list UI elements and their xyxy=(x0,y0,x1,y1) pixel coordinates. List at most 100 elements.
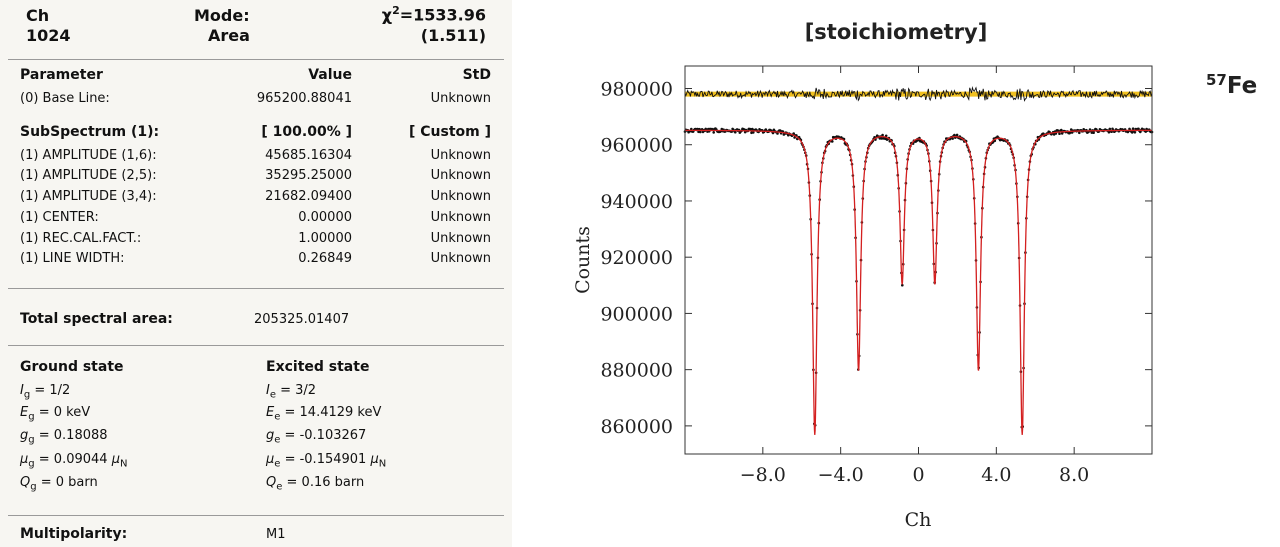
chi-reduced: (1.511) xyxy=(420,26,486,45)
symbol: μ xyxy=(266,452,275,467)
param-std: Unknown xyxy=(430,210,491,225)
ground-quadrupole: Qg = 0 barn xyxy=(20,475,98,493)
unit: μ xyxy=(111,452,120,467)
unit-subscript: N xyxy=(119,458,128,470)
value: = 14.4129 keV xyxy=(280,405,382,420)
fit-line xyxy=(685,129,1152,435)
baseline-name: (0) Base Line: xyxy=(20,91,110,106)
param-name: (1) LINE WIDTH: xyxy=(20,251,125,266)
subscript: g xyxy=(30,481,37,493)
ch-label: Ch xyxy=(26,6,50,25)
y-tick-label: 920000 xyxy=(600,247,673,269)
y-tick-label: 980000 xyxy=(600,78,673,100)
y-tick-label: 880000 xyxy=(600,360,673,382)
param-std: Unknown xyxy=(430,251,491,266)
param-name: (1) AMPLITUDE (3,4): xyxy=(20,189,157,204)
unit: μ xyxy=(370,452,379,467)
col-parameter: Parameter xyxy=(20,67,103,83)
x-axis-label: Ch xyxy=(905,509,932,531)
mossbauer-spectrum-chart: [stoichiometry] 980000 960000 940000 920000… xyxy=(572,20,1257,531)
symbol: μ xyxy=(20,452,29,467)
isotope-mass: 57 xyxy=(1206,71,1227,89)
plot-area xyxy=(683,86,1154,435)
data-points xyxy=(683,127,1154,429)
data-line xyxy=(684,127,1153,428)
x-tick-label: −8.0 xyxy=(740,464,786,486)
subscript: e xyxy=(274,458,281,470)
symbol: E xyxy=(266,405,275,420)
x-tick-label: 0 xyxy=(912,464,924,486)
param-value: 0.00000 xyxy=(298,210,352,225)
col-std: StD xyxy=(462,67,491,83)
excited-energy: Ee = 14.4129 keV xyxy=(266,405,381,423)
subscript: g xyxy=(28,458,35,470)
chi-square: χ2=1533.96 xyxy=(382,4,486,24)
param-std: Unknown xyxy=(430,148,491,163)
param-name: (1) AMPLITUDE (1,6): xyxy=(20,148,157,163)
value: = 0.16 barn xyxy=(282,475,365,490)
value: = 3/2 xyxy=(276,383,317,398)
value: = 0.18088 xyxy=(34,428,108,443)
y-axis-label: Counts xyxy=(572,226,594,294)
ground-spin: Ig = 1/2 xyxy=(20,383,70,401)
excited-state-title: Excited state xyxy=(266,359,370,375)
chi-power: 2 xyxy=(392,4,400,17)
total-area-value: 205325.01407 xyxy=(254,312,350,327)
parameters-panel: Ch 1024 Mode: Area χ2=1533.96 (1.511) Pa… xyxy=(0,0,512,547)
residual-line xyxy=(684,86,1153,102)
param-value: 0.26849 xyxy=(298,251,352,266)
param-name: (1) CENTER: xyxy=(20,210,99,225)
multipolarity-value: M1 xyxy=(266,527,286,542)
param-name: (1) AMPLITUDE (2,5): xyxy=(20,168,157,183)
y-tick-label: 940000 xyxy=(600,191,673,213)
excited-moment: μe = -0.154901 μN xyxy=(266,452,386,470)
x-tick-label: 4.0 xyxy=(981,464,1011,486)
divider xyxy=(8,59,504,60)
subscript: g xyxy=(28,434,35,446)
total-area-label: Total spectral area: xyxy=(20,311,173,327)
param-std: Unknown xyxy=(430,189,491,204)
ch-value: 1024 xyxy=(26,26,71,45)
symbol: I xyxy=(266,383,270,398)
y-tick-label: 900000 xyxy=(600,303,673,325)
mode-value: Area xyxy=(208,26,250,45)
symbol: g xyxy=(20,428,29,443)
ground-gfactor: gg = 0.18088 xyxy=(20,428,108,446)
param-value: 1.00000 xyxy=(298,231,352,246)
subscript: e xyxy=(274,411,281,423)
ground-moment: μg = 0.09044 μN xyxy=(20,452,127,470)
value: = -0.154901 xyxy=(280,452,371,467)
subscript: g xyxy=(28,411,35,423)
param-name: (1) REC.CAL.FACT.: xyxy=(20,231,142,246)
x-tick-label: −4.0 xyxy=(818,464,864,486)
x-tick-label: 8.0 xyxy=(1059,464,1089,486)
isotope-element: Fe xyxy=(1227,73,1257,99)
subscript: e xyxy=(274,434,281,446)
param-std: Unknown xyxy=(430,168,491,183)
ground-energy: Eg = 0 keV xyxy=(20,405,90,423)
subscript: e xyxy=(276,481,283,493)
baseline-std: Unknown xyxy=(430,91,491,106)
isotope-label: 57Fe xyxy=(1206,71,1257,99)
param-std: Unknown xyxy=(430,231,491,246)
subscript: e xyxy=(269,389,276,401)
y-tick-label: 860000 xyxy=(600,416,673,438)
unit-subscript: N xyxy=(378,458,387,470)
excited-quadrupole: Qe = 0.16 barn xyxy=(266,475,364,493)
y-axis: 980000 960000 940000 920000 900000 880000 8600… xyxy=(600,78,1152,438)
baseline-value: 965200.88041 xyxy=(256,91,352,106)
chi-value: =1533.96 xyxy=(399,5,486,25)
excited-spin: Ie = 3/2 xyxy=(266,383,316,401)
value: = 0 keV xyxy=(34,405,91,420)
divider xyxy=(8,515,504,516)
symbol: g xyxy=(266,428,275,443)
symbol: I xyxy=(20,383,24,398)
multipolarity-label: Multipolarity: xyxy=(20,526,128,542)
value: = -0.103267 xyxy=(280,428,367,443)
ground-state-title: Ground state xyxy=(20,359,124,375)
excited-gfactor: ge = -0.103267 xyxy=(266,428,366,446)
plot-frame xyxy=(684,65,1153,455)
chart-title: [stoichiometry] xyxy=(805,20,988,44)
value: = 0 barn xyxy=(36,475,98,490)
subspectrum-mode: [ Custom ] xyxy=(408,124,491,140)
